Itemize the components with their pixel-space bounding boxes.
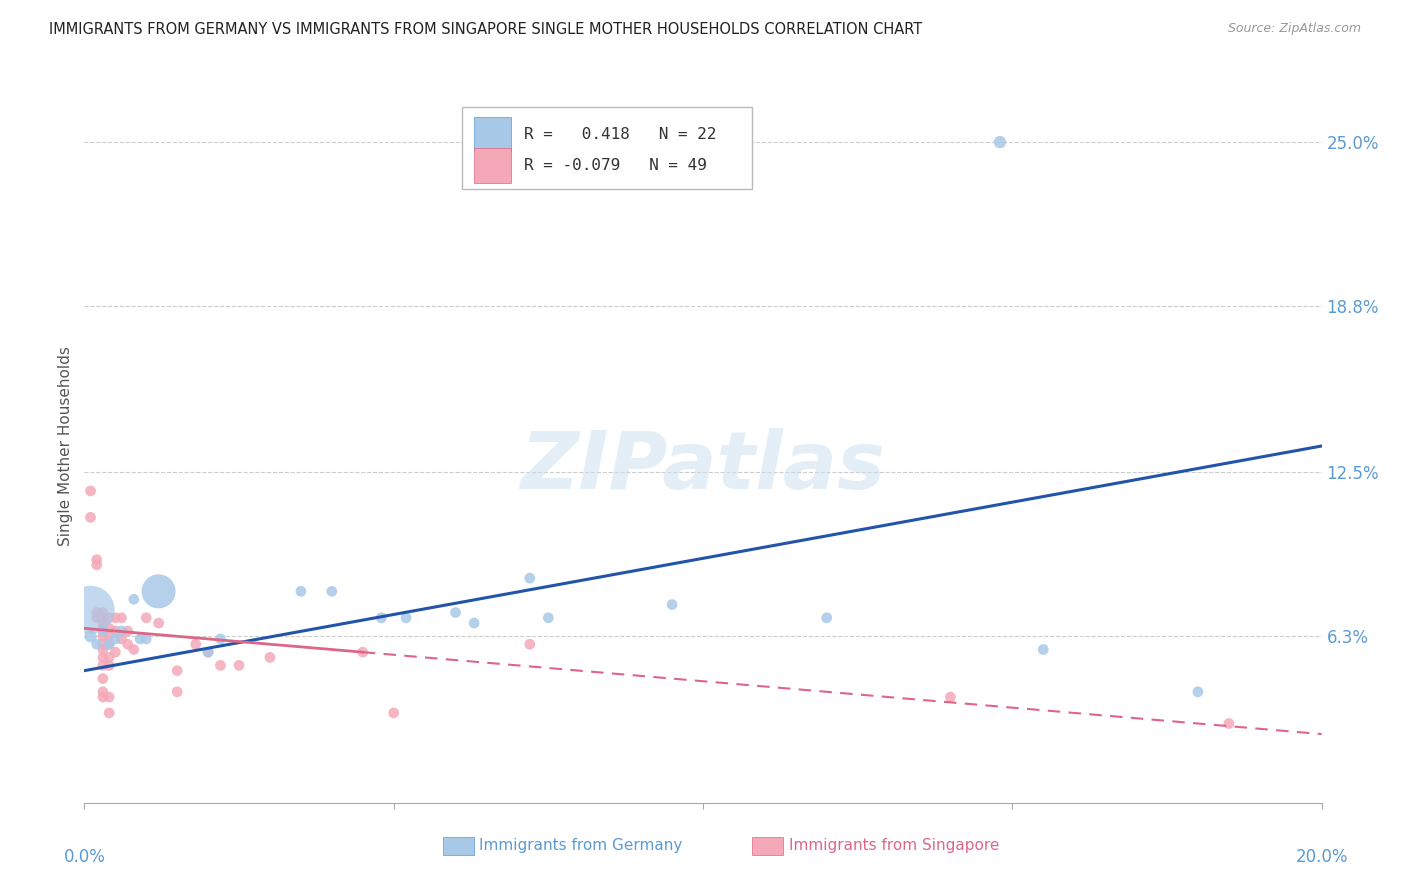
Point: [91, 606, 114, 620]
Point: [1187, 685, 1209, 699]
Point: [148, 584, 170, 599]
Point: [86, 606, 108, 620]
Point: [166, 664, 188, 678]
Point: [259, 650, 281, 665]
Point: [815, 611, 838, 625]
Point: [91, 650, 114, 665]
Point: [117, 637, 139, 651]
FancyBboxPatch shape: [461, 107, 752, 189]
Point: [86, 611, 108, 625]
Point: [135, 611, 157, 625]
Text: R = -0.079   N = 49: R = -0.079 N = 49: [523, 158, 706, 173]
Point: [91, 637, 114, 651]
Point: [537, 611, 560, 625]
Point: [91, 685, 114, 699]
Point: [117, 624, 139, 638]
Point: [79, 510, 101, 524]
Text: 20.0%: 20.0%: [1295, 847, 1348, 866]
Point: [988, 135, 1011, 149]
Point: [939, 690, 962, 704]
Text: Immigrants from Germany: Immigrants from Germany: [479, 838, 683, 853]
Point: [104, 611, 127, 625]
Point: [197, 645, 219, 659]
Point: [382, 706, 405, 720]
Text: Source: ZipAtlas.com: Source: ZipAtlas.com: [1227, 22, 1361, 36]
Point: [79, 483, 101, 498]
Point: [209, 632, 232, 646]
Point: [86, 637, 108, 651]
Point: [519, 571, 541, 585]
Point: [110, 632, 132, 646]
Point: [98, 611, 121, 625]
Point: [91, 690, 114, 704]
Point: [91, 611, 114, 625]
Text: ZIPatlas: ZIPatlas: [520, 428, 886, 507]
Y-axis label: Single Mother Households: Single Mother Households: [58, 346, 73, 546]
Point: [98, 629, 121, 643]
Point: [79, 629, 101, 643]
Point: [290, 584, 312, 599]
Point: [91, 629, 114, 643]
Point: [98, 637, 121, 651]
Point: [91, 621, 114, 635]
Text: Immigrants from Singapore: Immigrants from Singapore: [789, 838, 1000, 853]
Point: [321, 584, 343, 599]
Text: IMMIGRANTS FROM GERMANY VS IMMIGRANTS FROM SINGAPORE SINGLE MOTHER HOUSEHOLDS CO: IMMIGRANTS FROM GERMANY VS IMMIGRANTS FR…: [49, 22, 922, 37]
Point: [352, 645, 374, 659]
Point: [519, 637, 541, 651]
Point: [122, 642, 145, 657]
Point: [86, 552, 108, 566]
Point: [110, 624, 132, 638]
Point: [91, 672, 114, 686]
Point: [370, 611, 392, 625]
Text: R =   0.418   N = 22: R = 0.418 N = 22: [523, 127, 716, 142]
Point: [98, 650, 121, 665]
FancyBboxPatch shape: [474, 117, 512, 152]
Text: 0.0%: 0.0%: [63, 847, 105, 866]
Point: [166, 685, 188, 699]
Point: [1032, 642, 1054, 657]
Point: [79, 603, 101, 617]
Point: [148, 616, 170, 631]
Point: [91, 624, 114, 638]
Point: [197, 645, 219, 659]
Point: [91, 658, 114, 673]
Point: [104, 632, 127, 646]
Point: [1218, 716, 1240, 731]
Point: [91, 616, 114, 631]
Point: [122, 592, 145, 607]
Point: [228, 658, 250, 673]
Point: [98, 706, 121, 720]
Point: [98, 621, 121, 635]
Point: [395, 611, 418, 625]
Point: [91, 642, 114, 657]
Point: [104, 645, 127, 659]
Point: [104, 624, 127, 638]
Point: [129, 632, 152, 646]
Point: [135, 632, 157, 646]
Point: [661, 598, 683, 612]
FancyBboxPatch shape: [474, 148, 512, 183]
Point: [98, 690, 121, 704]
Point: [110, 611, 132, 625]
Point: [444, 606, 467, 620]
Point: [184, 637, 207, 651]
Point: [463, 616, 485, 631]
Point: [209, 658, 232, 673]
Point: [86, 558, 108, 572]
Point: [98, 658, 121, 673]
Point: [98, 637, 121, 651]
